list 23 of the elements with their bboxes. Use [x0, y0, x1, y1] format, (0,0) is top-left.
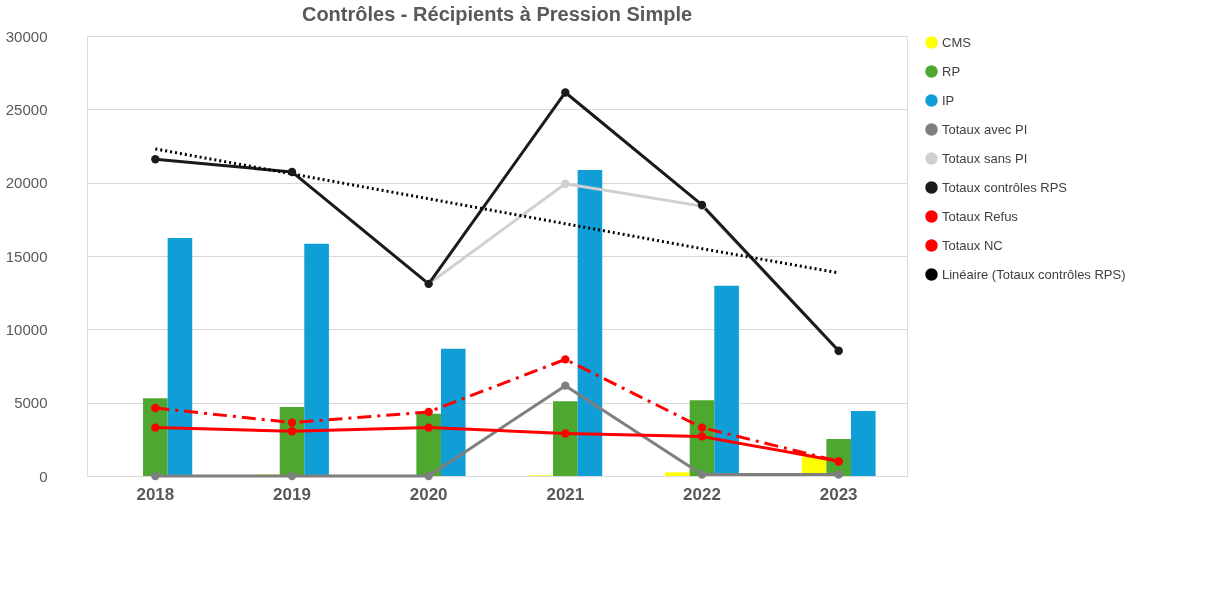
legend-label: Totaux contrôles RPS	[942, 179, 1068, 195]
x-tick-label: 2019	[273, 484, 311, 504]
x-tick-label: 2022	[683, 484, 721, 504]
legend-label: Totaux Refus	[942, 208, 1019, 224]
legend-label: Totaux avec PI	[942, 121, 1028, 137]
legend-label: RP	[942, 63, 961, 79]
legend-label: IP	[942, 92, 955, 108]
y-tick-label: 15000	[5, 247, 48, 265]
y-tick-label: 20000	[5, 174, 48, 192]
y-tick-label: 10000	[5, 320, 48, 338]
chart-title: Contrôles - Récipients à Pression Simple	[301, 3, 693, 25]
legend-label: Linéaire (Totaux contrôles RPS)	[942, 266, 1126, 282]
legend-label: Totaux sans PI	[942, 150, 1028, 166]
x-tick-label: 2018	[136, 484, 175, 504]
legend-label: CMS	[942, 34, 972, 50]
y-tick-label: 5000	[14, 394, 48, 412]
x-tick-label: 2021	[546, 484, 585, 504]
y-tick-label: 0	[39, 467, 48, 485]
y-tick-label: 30000	[5, 27, 48, 45]
legend-label: Totaux NC	[942, 237, 1003, 253]
x-tick-label: 2020	[409, 484, 448, 504]
y-tick-label: 25000	[5, 100, 48, 118]
x-tick-label: 2023	[819, 484, 858, 504]
